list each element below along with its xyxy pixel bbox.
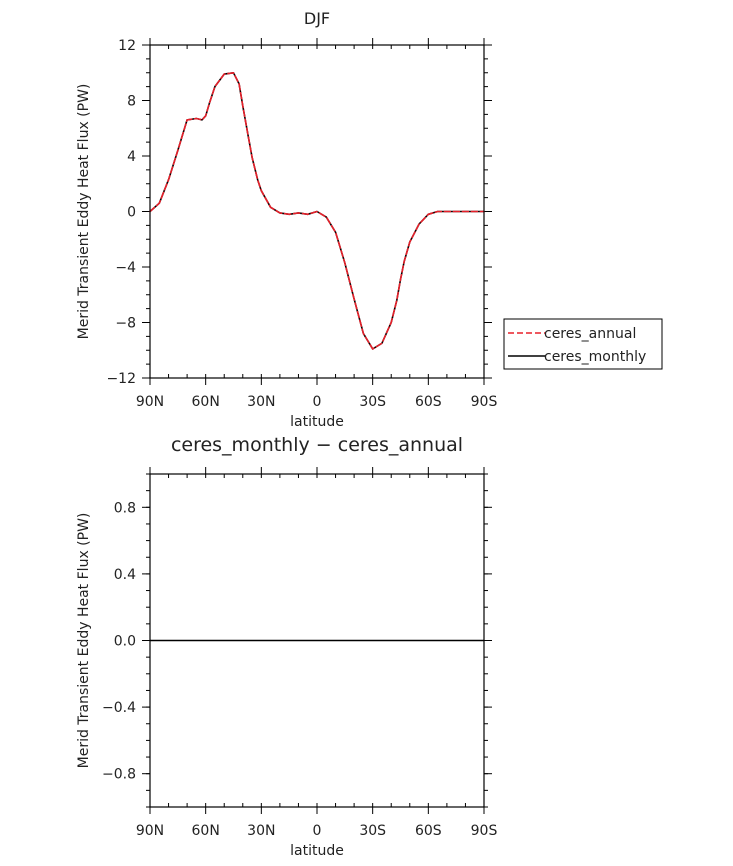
top-panel-djf: DJF 90N 60N 30N 0 30S 60S 90S 12 8 4 0 −4 −8 −12 latitu… [76,9,663,430]
chart-title: ceres_monthly − ceres_annual [171,434,463,456]
y-tick-label: −0.8 [102,767,136,783]
y-tick-label: 8 [127,94,136,110]
x-axis-label: latitude [290,414,344,430]
x-tick-label: 60S [415,394,442,410]
y-tick-label: 0.0 [114,634,136,650]
x-tick-label: 90S [471,394,498,410]
series-line-ceres_annual [149,72,485,350]
x-tick-label: 30S [359,823,386,839]
chart-title: DJF [304,9,330,28]
y-axis-label: Merid Transient Eddy Heat Flux (PW) [76,513,92,769]
y-tick-label: −0.4 [102,700,136,716]
x-axis-label: latitude [290,843,344,859]
x-tick-label: 90N [136,394,164,410]
y-axis-label: Merid Transient Eddy Heat Flux (PW) [76,84,92,340]
x-tick-label: 90N [136,823,164,839]
legend-label: ceres_monthly [544,349,646,365]
y-tick-label: 12 [118,38,136,54]
plot-frame [149,44,485,379]
x-tick-label: 30N [247,394,275,410]
plot-frame [149,473,485,808]
y-tick-label: 4 [127,149,136,165]
y-tick-label: 0 [127,205,136,221]
x-tick-label: 0 [313,823,322,839]
x-tick-label: 60S [415,823,442,839]
y-tick-label: −8 [115,316,136,332]
x-tick-label: 0 [313,394,322,410]
x-tick-label: 90S [471,823,498,839]
y-tick-label: −12 [106,371,136,387]
legend-box [503,318,663,370]
x-tick-label: 60N [192,823,220,839]
bottom-panel-difference: ceres_monthly − ceres_annual 90N 60N 30N 0 30… [76,434,497,859]
y-tick-label: 0.4 [114,567,136,583]
legend-label: ceres_annual [544,326,636,342]
x-tick-label: 30N [247,823,275,839]
x-tick-label: 60N [192,394,220,410]
y-tick-label: −4 [115,260,136,276]
x-tick-label: 30S [359,394,386,410]
y-tick-label: 0.8 [114,500,136,516]
